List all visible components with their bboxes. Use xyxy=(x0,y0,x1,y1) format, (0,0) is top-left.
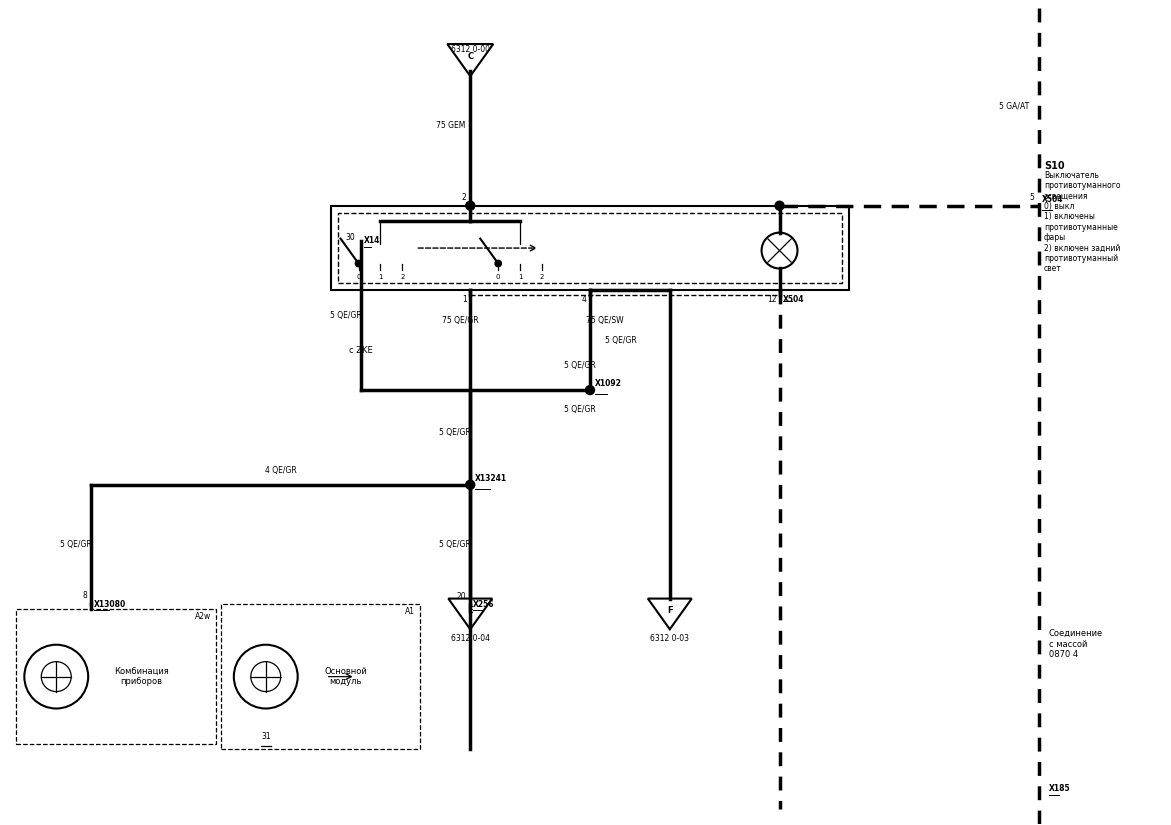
Text: A1: A1 xyxy=(405,607,416,616)
Bar xyxy=(16,610,215,744)
Text: 5 QE/GR: 5 QE/GR xyxy=(61,540,93,549)
Text: Основной
модуль: Основной модуль xyxy=(324,667,367,686)
Text: X13241: X13241 xyxy=(475,474,507,483)
Text: 31: 31 xyxy=(261,732,271,741)
Text: S10: S10 xyxy=(1043,161,1064,171)
Text: 0: 0 xyxy=(497,275,500,280)
Text: X504: X504 xyxy=(782,295,804,304)
Text: A2w: A2w xyxy=(194,612,211,621)
Text: 2: 2 xyxy=(461,193,466,201)
Text: c ZKE: c ZKE xyxy=(349,346,372,355)
Text: E: E xyxy=(467,606,473,615)
Text: 12: 12 xyxy=(767,295,776,304)
Text: 75 GEM: 75 GEM xyxy=(436,121,465,130)
Bar xyxy=(330,205,849,290)
Text: Выключатель
противотуманного
освещения
0) выкл
1) включены
противотуманные
фары
: Выключатель противотуманного освещения 0… xyxy=(1043,171,1121,273)
Text: 4 QE/GR: 4 QE/GR xyxy=(265,466,296,475)
Text: 1: 1 xyxy=(378,275,383,280)
Circle shape xyxy=(495,261,501,266)
Text: 5: 5 xyxy=(1029,193,1034,201)
Text: 6312 0-04: 6312 0-04 xyxy=(451,634,489,644)
Text: 5 QE/GR: 5 QE/GR xyxy=(439,540,471,549)
Text: 6312 0-00: 6312 0-00 xyxy=(451,45,489,54)
Text: 2: 2 xyxy=(400,275,405,280)
Circle shape xyxy=(355,261,362,266)
Text: 75 QE/SW: 75 QE/SW xyxy=(587,316,624,325)
Bar xyxy=(337,213,842,284)
Text: X256: X256 xyxy=(473,600,495,609)
Text: X185: X185 xyxy=(1049,785,1070,793)
Text: 5 QE/GR: 5 QE/GR xyxy=(564,405,596,414)
Text: 1: 1 xyxy=(518,275,522,280)
Text: C: C xyxy=(467,52,473,61)
Circle shape xyxy=(586,385,595,394)
Text: 5 GA/AT: 5 GA/AT xyxy=(999,101,1029,111)
Circle shape xyxy=(466,480,474,489)
Text: 20: 20 xyxy=(457,592,466,601)
Text: 5 QE/GR: 5 QE/GR xyxy=(564,361,596,370)
Text: 5 QE/GR: 5 QE/GR xyxy=(439,428,471,437)
Text: 75 QE/GR: 75 QE/GR xyxy=(441,316,479,325)
Text: 30: 30 xyxy=(345,233,356,242)
Text: Соединение
с массой
0870 4: Соединение с массой 0870 4 xyxy=(1049,629,1103,659)
Text: 8: 8 xyxy=(82,592,87,601)
Bar xyxy=(221,605,420,749)
Text: X504: X504 xyxy=(1042,195,1063,204)
Text: 6312 0-03: 6312 0-03 xyxy=(650,634,690,644)
Text: 5 QE/GR: 5 QE/GR xyxy=(605,336,637,345)
Text: 1: 1 xyxy=(463,295,467,304)
Text: 0: 0 xyxy=(356,275,361,280)
Text: 5 QE/GR: 5 QE/GR xyxy=(330,311,362,320)
Circle shape xyxy=(775,201,785,210)
Text: 4: 4 xyxy=(582,295,587,304)
Text: X13080: X13080 xyxy=(94,600,126,609)
Text: F: F xyxy=(667,606,672,615)
Text: X1092: X1092 xyxy=(595,379,622,388)
Text: 2: 2 xyxy=(540,275,545,280)
Text: X14: X14 xyxy=(363,236,379,245)
Circle shape xyxy=(466,201,474,210)
Text: Комбинация
приборов: Комбинация приборов xyxy=(114,667,169,686)
